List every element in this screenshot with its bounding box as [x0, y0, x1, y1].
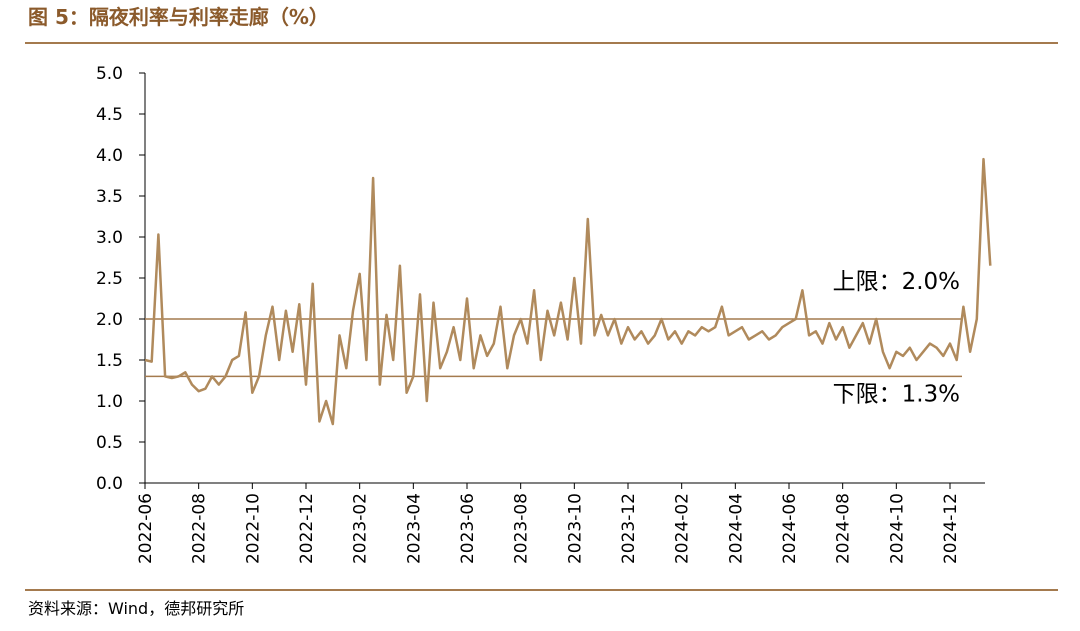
- x-tick-label: 2023-08: [512, 493, 532, 564]
- y-tick-label: 1.5: [96, 351, 123, 371]
- y-tick-label: 5.0: [96, 64, 123, 84]
- y-tick-label: 0.0: [96, 474, 123, 494]
- chart-title: 图 5：隔夜利率与利率走廊（%）: [28, 5, 329, 29]
- x-tick-label: 2024-02: [673, 493, 693, 564]
- y-tick-label: 3.0: [96, 228, 123, 248]
- x-tick-label: 2023-06: [458, 493, 478, 564]
- x-tick-label: 2024-10: [887, 493, 907, 564]
- y-tick-label: 0.5: [96, 433, 123, 453]
- reference-label: 下限：1.3%: [833, 381, 960, 407]
- x-tick-label: 2022-10: [243, 493, 263, 564]
- x-tick-label: 2024-08: [834, 493, 854, 564]
- x-tick-label: 2022-12: [297, 493, 317, 564]
- y-tick-label: 2.5: [96, 269, 123, 289]
- x-tick-label: 2022-06: [136, 493, 156, 564]
- y-tick-label: 1.0: [96, 392, 123, 412]
- y-tick-label: 3.5: [96, 187, 123, 207]
- x-tick-label: 2024-04: [726, 493, 746, 564]
- reference-label: 上限：2.0%: [833, 269, 960, 295]
- x-tick-label: 2024-12: [941, 493, 961, 564]
- x-tick-label: 2023-04: [404, 493, 424, 564]
- x-tick-label: 2022-08: [190, 493, 210, 564]
- x-tick-label: 2023-10: [565, 493, 585, 564]
- y-tick-label: 4.0: [96, 146, 123, 166]
- x-tick-label: 2023-02: [351, 493, 371, 564]
- source: 资料来源：Wind，德邦研究所: [28, 599, 244, 618]
- x-tick-label: 2023-12: [619, 493, 639, 564]
- data-line: [144, 157, 992, 426]
- y-tick-label: 4.5: [96, 105, 123, 125]
- x-tick-label: 2024-06: [780, 493, 800, 564]
- y-tick-label: 2.0: [96, 310, 123, 330]
